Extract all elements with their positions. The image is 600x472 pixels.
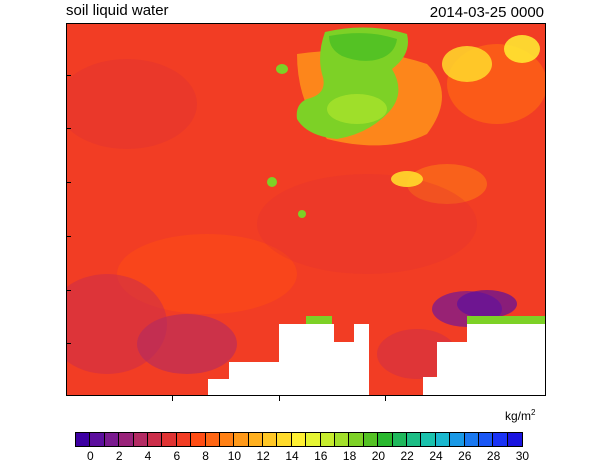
colorbar-swatch [234, 433, 249, 446]
colorbar-label: 22 [400, 449, 414, 463]
colorbar-swatch [90, 433, 105, 446]
colorbar-label: 6 [173, 449, 181, 463]
field-patch [137, 314, 237, 374]
y-axis-tick [66, 236, 71, 237]
colorbar-swatch [133, 433, 148, 446]
colorbar-label: 10 [227, 449, 242, 463]
colorbar-swatch [392, 433, 407, 446]
field-patch [467, 316, 545, 324]
colorbar-swatch [378, 433, 393, 446]
field-patch [442, 46, 492, 82]
colorbar-swatch [320, 433, 336, 446]
missing-data-region [423, 324, 545, 395]
colorbar-swatch [191, 433, 206, 446]
y-axis-tick [66, 128, 71, 129]
y-axis-tick [66, 75, 71, 76]
colorbar-swatch [205, 433, 220, 446]
map-panel [66, 23, 546, 396]
colorbar-swatch [277, 433, 292, 446]
colorbar-swatch [147, 433, 163, 446]
colorbar-label: 30 [515, 449, 530, 463]
colorbar-swatch [464, 433, 479, 446]
y-axis-tick [66, 290, 71, 291]
colorbar-swatch [493, 433, 508, 446]
colorbar-label: 20 [371, 449, 386, 463]
colorbar-swatch [363, 433, 379, 446]
colorbar-label: 18 [342, 449, 357, 463]
field-patch [67, 59, 197, 149]
colorbar-swatch [306, 433, 321, 446]
colorbar-swatch [119, 433, 134, 446]
field-patch [407, 164, 487, 204]
y-axis-tick [66, 182, 71, 183]
colorbar-swatch [478, 433, 494, 446]
colorbar-swatch [248, 433, 264, 446]
field-patch [457, 290, 517, 318]
colorbar-swatch [335, 433, 350, 446]
colorbar-label: 28 [486, 449, 501, 463]
colorbar-swatch [435, 433, 451, 446]
colorbar-label: 16 [314, 449, 328, 463]
colorbar-swatch [507, 433, 523, 446]
colorbar-swatch [291, 433, 307, 446]
y-axis-tick [66, 343, 71, 344]
map-timestamp: 2014-03-25 0000 [429, 4, 544, 21]
units-exponent: 2 [531, 408, 536, 417]
colorbar-swatch [421, 433, 436, 446]
colorbar-label: 8 [202, 449, 209, 463]
colorbar-label: 0 [87, 449, 94, 463]
colorbar-swatch [450, 433, 465, 446]
colorbar-swatch [219, 433, 235, 446]
colorbar-swatch [349, 433, 364, 446]
units-base: kg/m [505, 409, 532, 423]
x-axis-tick [172, 396, 173, 401]
field-patch [298, 210, 306, 218]
field-patch [504, 35, 540, 63]
x-axis-tick [279, 396, 280, 401]
field-patch [257, 174, 477, 274]
colorbar-label: 26 [458, 449, 472, 463]
colorbar-swatch [162, 433, 177, 446]
colorbar-swatch [263, 433, 278, 446]
field-patch [329, 33, 397, 61]
map-title: soil liquid water [66, 2, 169, 19]
colorbar-label: 2 [115, 449, 123, 463]
colorbar-swatch [406, 433, 422, 446]
colorbar-units: kg/m2 [505, 408, 535, 423]
colorbar-label: 24 [429, 449, 443, 463]
x-axis-tick [385, 396, 386, 401]
soil-water-field [67, 24, 545, 395]
field-patch [276, 64, 288, 74]
field-patch [391, 171, 423, 187]
colorbar-swatch [176, 433, 192, 446]
colorbar-swatch [104, 433, 120, 446]
colorbar-swatch [76, 433, 91, 446]
field-patch [117, 234, 297, 314]
colorbar-label: 4 [144, 449, 152, 463]
field-patch [306, 316, 332, 324]
field-patch [327, 94, 387, 124]
colorbar [75, 432, 524, 447]
colorbar-label: 14 [285, 449, 299, 463]
colorbar-label: 12 [256, 449, 270, 463]
missing-data-region [208, 324, 369, 395]
field-patch [267, 177, 277, 187]
